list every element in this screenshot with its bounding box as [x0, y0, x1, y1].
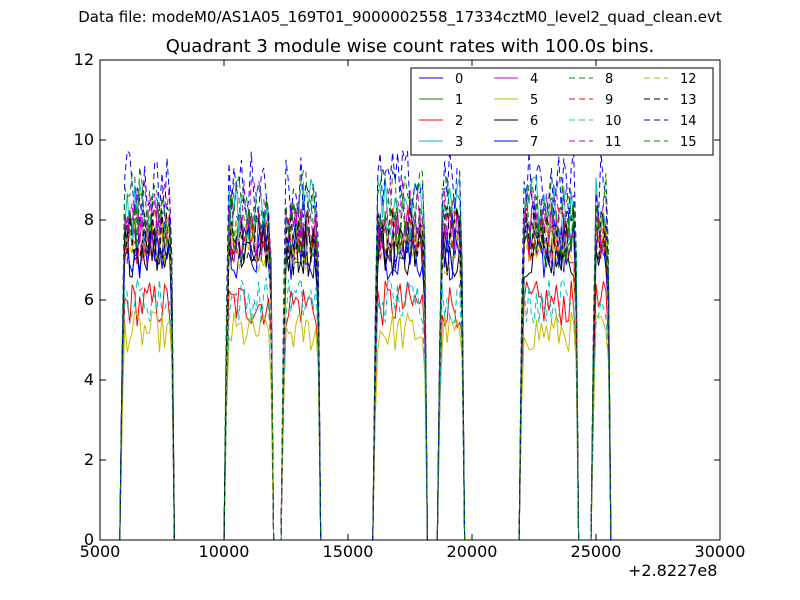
series-line-15: [119, 166, 612, 540]
legend-label-6: 6: [530, 114, 538, 129]
x-offset-label: +2.8227e8: [628, 561, 718, 580]
series-layer: [119, 149, 612, 540]
legend-label-1: 1: [455, 93, 463, 108]
legend-box: [410, 67, 714, 156]
y-tick-label-6: 6: [84, 290, 94, 309]
legend-label-0: 0: [455, 72, 463, 87]
x-tick-label-15000: 15000: [323, 542, 374, 561]
series-line-14: [119, 149, 612, 540]
legend-label-13: 13: [680, 93, 697, 108]
y-tick-label-0: 0: [84, 530, 94, 549]
series-line-4: [119, 199, 612, 540]
series-line-5: [119, 310, 612, 540]
series-line-7: [119, 223, 612, 540]
y-tick-label-12: 12: [74, 50, 94, 69]
legend-label-9: 9: [605, 93, 613, 108]
series-line-3: [119, 176, 612, 540]
figure-suptitle: Data file: modeM0/AS1A05_169T01_90000025…: [78, 8, 722, 26]
series-line-6: [119, 223, 612, 540]
legend-label-5: 5: [530, 93, 538, 108]
chart-title: Quadrant 3 module wise count rates with …: [165, 36, 655, 57]
y-tick-label-4: 4: [84, 370, 94, 389]
legend-label-11: 11: [605, 135, 622, 150]
legend-label-7: 7: [530, 135, 538, 150]
x-tick-label-10000: 10000: [199, 542, 250, 561]
series-line-12: [119, 214, 612, 540]
series-line-2: [119, 280, 612, 540]
series-line-11: [119, 178, 612, 540]
y-tick-label-10: 10: [74, 130, 94, 149]
y-tick-label-8: 8: [84, 210, 94, 229]
legend-label-14: 14: [680, 114, 697, 129]
legend-label-15: 15: [680, 135, 697, 150]
series-line-0: [119, 210, 612, 540]
legend-label-2: 2: [455, 114, 463, 129]
series-line-1: [119, 210, 612, 540]
legend-label-12: 12: [680, 72, 697, 87]
legend-label-10: 10: [605, 114, 622, 129]
x-tick-label-20000: 20000: [447, 542, 498, 561]
series-line-13: [119, 205, 612, 540]
series-line-10: [119, 277, 612, 540]
legend-label-4: 4: [530, 72, 538, 87]
x-tick-label-5000: 5000: [80, 542, 121, 561]
series-line-9: [119, 206, 612, 540]
legend-label-3: 3: [455, 135, 463, 150]
x-tick-label-25000: 25000: [571, 542, 622, 561]
y-tick-label-2: 2: [84, 450, 94, 469]
x-tick-label-30000: 30000: [695, 542, 746, 561]
legend-label-8: 8: [605, 72, 613, 87]
